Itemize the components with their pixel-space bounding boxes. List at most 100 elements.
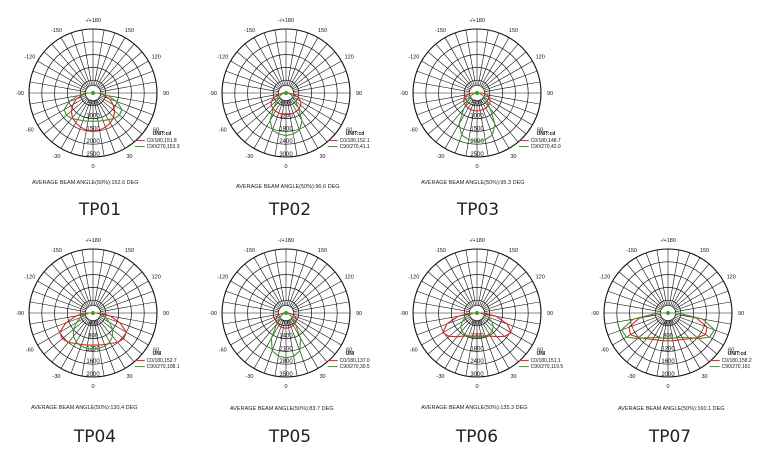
beam-angle-text: AVERAGE BEAM ANGLE(50%):83.7 DEG	[230, 406, 334, 412]
angle-label: -90	[209, 311, 217, 317]
legend-entry: C90/270,119.5	[531, 364, 564, 370]
angle-label: 120	[345, 275, 354, 281]
grid-spoke	[100, 81, 157, 92]
grid-spoke	[287, 29, 298, 86]
grid-spoke	[253, 37, 283, 87]
grid-spoke	[37, 96, 87, 126]
grid-spoke	[465, 100, 476, 157]
angle-label: 120	[536, 55, 545, 61]
center-dot	[284, 91, 288, 95]
grid-spoke	[672, 318, 710, 363]
legend-entry: C0/180,137.0	[340, 358, 370, 364]
angle-label: 60	[346, 348, 352, 354]
angle-label: 150	[700, 248, 709, 254]
ring-label: 1500	[86, 126, 100, 132]
grid-spoke	[635, 319, 665, 369]
angle-label: -120	[408, 55, 419, 61]
grid-spoke	[483, 96, 533, 126]
legend-entry: C90/270,108.1	[147, 364, 180, 370]
legend-entry: C90/270,161	[722, 364, 751, 370]
beam-angle-text: AVERAGE BEAM ANGLE(50%):130.4 DEG	[31, 405, 138, 411]
angle-label: 60	[537, 348, 543, 354]
grid-spoke	[435, 263, 473, 308]
ring-label: 2000	[661, 372, 675, 378]
grid-spoke	[51, 263, 89, 308]
polar-chart-tp01: -/+180 150 120 90 60 30 0 -30 -60 -90 -120 -150 500 1…	[16, 18, 180, 220]
series-curve-c0	[70, 92, 116, 132]
angle-label: 90	[356, 91, 362, 97]
center-dot	[666, 311, 670, 315]
grid-spoke	[230, 316, 280, 346]
grid-spoke	[289, 37, 319, 87]
ring-label: 400	[663, 321, 674, 327]
ring-label: 1200	[279, 114, 293, 120]
grid-spoke	[484, 290, 538, 311]
angle-label: 30	[510, 154, 516, 160]
ring-label: 1500	[470, 126, 484, 132]
grid-spoke	[604, 301, 661, 312]
angle-label: 90	[163, 311, 169, 317]
grid-spoke	[454, 252, 475, 306]
grid-spoke	[481, 43, 519, 88]
angle-label: -/+180	[278, 18, 294, 24]
angle-label: -30	[437, 374, 445, 380]
grid-spoke	[253, 257, 283, 307]
angle-label: 120	[152, 275, 161, 281]
grid-spoke	[222, 314, 279, 325]
grid-spoke	[484, 81, 541, 92]
grid-spoke	[484, 301, 541, 312]
ring-label: 1200	[470, 334, 484, 340]
grid-spoke	[81, 249, 92, 306]
grid-spoke	[292, 316, 342, 346]
grid-spoke	[287, 249, 298, 306]
grid-spoke	[222, 81, 279, 92]
angle-label: 30	[701, 374, 707, 380]
grid-spoke	[478, 100, 489, 157]
grid-spoke	[98, 271, 143, 309]
series-curve-c90	[458, 92, 496, 143]
grid-spoke	[225, 290, 279, 311]
grid-spoke	[99, 280, 149, 310]
angle-label: -150	[244, 248, 255, 254]
grid-spoke	[60, 319, 90, 369]
grid-spoke	[607, 290, 661, 311]
angle-label: -/+180	[85, 238, 101, 244]
ring-label: 700	[281, 321, 292, 327]
ring-label: 1400	[279, 334, 293, 340]
angle-label: -60	[26, 128, 34, 134]
grid-spoke	[435, 43, 473, 88]
angle-label: 0	[475, 384, 478, 390]
ring-label: 600	[472, 321, 483, 327]
grid-spoke	[244, 263, 282, 308]
angle-label: 60	[537, 128, 543, 134]
grid-spoke	[626, 263, 664, 308]
angle-label: 60	[346, 128, 352, 134]
angle-label: 120	[345, 55, 354, 61]
chart-label: TP06	[455, 427, 498, 447]
angle-label: 150	[509, 248, 518, 254]
angle-label: -150	[51, 28, 62, 34]
grid-spoke	[293, 314, 350, 325]
angle-label: -120	[217, 55, 228, 61]
series-curve-c90	[63, 92, 123, 122]
angle-label: 0	[475, 164, 478, 170]
ring-label: 2500	[470, 152, 484, 158]
grid-spoke	[482, 97, 527, 135]
grid-spoke	[293, 70, 347, 91]
series-curve-c0	[59, 312, 127, 346]
ring-label: 2400	[470, 359, 484, 365]
angle-label: -60	[219, 348, 227, 354]
grid-spoke	[482, 51, 527, 89]
grid-spoke	[288, 320, 309, 374]
grid-spoke	[656, 249, 667, 306]
grid-spoke	[671, 257, 701, 307]
angle-label: 90	[356, 311, 362, 317]
grid-spoke	[478, 249, 489, 306]
grid-spoke	[70, 320, 91, 374]
grid-spoke	[421, 280, 471, 310]
grid-spoke	[293, 301, 350, 312]
chart-label: TP04	[73, 427, 116, 447]
angle-label: -60	[601, 348, 609, 354]
grid-spoke	[290, 43, 328, 88]
grid-spoke	[274, 320, 285, 377]
